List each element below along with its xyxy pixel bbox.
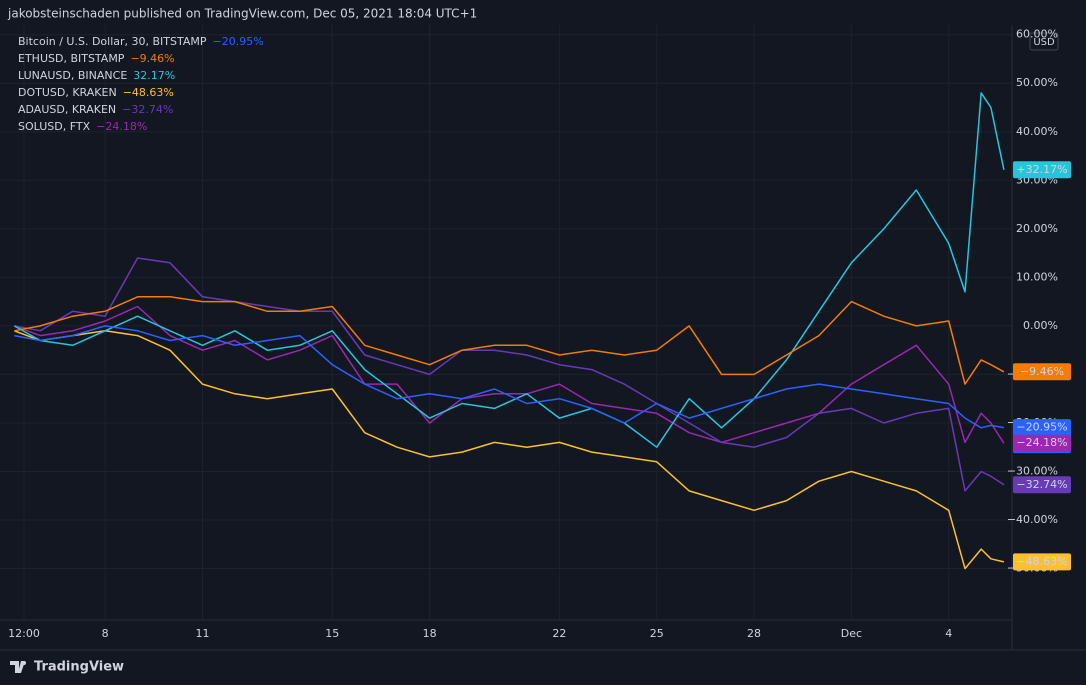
legend-entry[interactable]: ETHUSD, BITSTAMP −9.46% [18,52,175,65]
series-line [14,257,1005,492]
y-tick-label: 60.00% [1016,28,1058,41]
price-badge [1013,363,1071,381]
currency: USD [1033,37,1055,48]
x-tick-label: 4 [945,627,952,640]
x-tick-label: 28 [747,627,761,640]
price-badge-label: −9.46% [1020,365,1064,378]
price-badge [1013,476,1071,494]
series-line [14,325,1005,429]
legend-name: ETHUSD, BITSTAMP [18,52,125,65]
series-line [14,296,1005,385]
price-badge-label: −20.95% [1016,421,1067,434]
legend-entry[interactable]: Bitcoin / U.S. Dollar, 30, BITSTAMP −20.9… [18,35,264,48]
series-line [14,305,1005,444]
x-tick-label: 22 [552,627,566,640]
x-tick-label: 15 [325,627,339,640]
x-tick-label: 25 [650,627,664,640]
legend-value: −24.18% [96,120,147,133]
price-badges: −20.95%25:33−9.46%+32.17%−48.63%−32.74%−… [1013,161,1071,571]
price-badge-label: +32.17% [1016,163,1067,176]
tradingview-logo [10,661,28,673]
x-tick-label: 18 [423,627,437,640]
legend-name: DOTUSD, KRAKEN [18,86,117,99]
x-tick-label: 12:00 [8,627,40,640]
legend-entry[interactable]: LUNAUSD, BINANCE 32.17% [18,69,175,82]
currency-box[interactable] [1029,32,1059,51]
y-tick-label: −40.00% [1007,513,1058,526]
price-badge [1013,553,1071,571]
y-tick-label: 50.00% [1016,76,1058,89]
legend-entry[interactable]: ADAUSD, KRAKEN −32.74% [18,103,173,116]
legend-value: −48.63% [123,86,174,99]
legend-entry[interactable]: SOLUSD, FTX −24.18% [18,120,147,133]
price-badge [1013,161,1071,179]
legend-name: LUNAUSD, BINANCE [18,69,127,82]
lines [13,92,1005,570]
header-text: jakobsteinschaden published on TradingVi… [7,7,477,21]
price-badge-label: −32.74% [1016,478,1067,491]
series-line [14,330,1005,570]
legend: Bitcoin / U.S. Dollar, 30, BITSTAMP −20.9… [18,35,264,133]
legend-value: 32.17% [133,69,175,82]
y-tick-label: 0.00% [1023,319,1058,332]
legend-name: SOLUSD, FTX [18,120,91,133]
price-badge [1013,434,1071,452]
legend-value: −20.95% [213,35,264,48]
x-tick-label: 8 [102,627,109,640]
brand: TradingView [34,660,124,675]
legend-entry[interactable]: DOTUSD, KRAKEN −48.63% [18,86,174,99]
price-badge-label: −48.63% [1016,555,1067,568]
legend-value: −32.74% [122,103,173,116]
x-tick-label: Dec [841,627,862,640]
price-badge-label: −24.18% [1016,436,1067,449]
legend-name: Bitcoin / U.S. Dollar, 30, BITSTAMP [18,35,207,48]
x-tick-label: 11 [195,627,209,640]
y-tick-label: 40.00% [1016,125,1058,138]
y-tick-label: −30.00% [1007,464,1058,477]
legend-value: −9.46% [130,52,174,65]
y-tick-label: 20.00% [1016,222,1058,235]
legend-name: ADAUSD, KRAKEN [18,103,116,116]
y-tick-label: 10.00% [1016,270,1058,283]
